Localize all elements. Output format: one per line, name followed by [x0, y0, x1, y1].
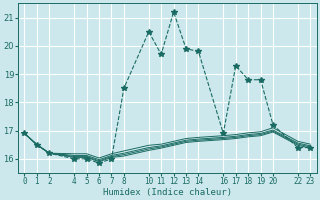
X-axis label: Humidex (Indice chaleur): Humidex (Indice chaleur) — [103, 188, 232, 197]
